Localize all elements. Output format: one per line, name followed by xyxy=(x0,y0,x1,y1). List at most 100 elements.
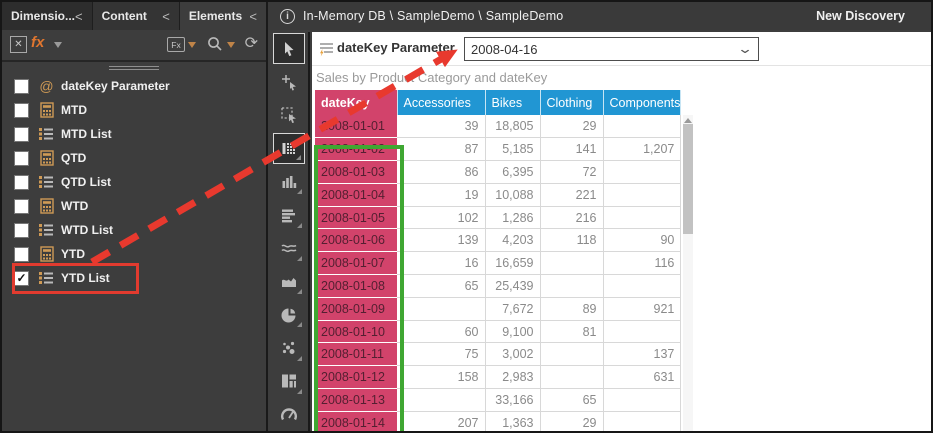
field-checkbox[interactable]: ✓ xyxy=(14,270,29,286)
datekey-cell: 2008-01-06 xyxy=(315,228,397,253)
value-cell: 16 xyxy=(397,251,486,276)
value-cell: 33,166 xyxy=(485,388,541,412)
treemap-tool-icon[interactable] xyxy=(273,365,305,397)
area-chart-tool-icon[interactable] xyxy=(273,266,305,298)
field-list-item[interactable]: MTD List xyxy=(2,122,266,146)
fx-icon[interactable]: fx xyxy=(31,34,45,51)
field-label: dateKey Parameter xyxy=(61,79,170,93)
column-header-clothing[interactable]: Clothing xyxy=(540,90,604,115)
value-cell xyxy=(540,274,604,298)
marquee-select-tool-icon[interactable] xyxy=(273,99,305,131)
tab-label: Content xyxy=(101,9,147,23)
fx-filter-icon[interactable]: Fx xyxy=(167,37,185,52)
gauge-tool-icon[interactable] xyxy=(273,399,305,431)
field-checkbox[interactable] xyxy=(14,174,29,190)
field-list-item[interactable]: QTD xyxy=(2,146,266,170)
field-checkbox[interactable] xyxy=(14,78,29,94)
content-divider xyxy=(312,65,931,66)
collapse-chevron-icon[interactable]: < xyxy=(162,8,170,24)
tab-dimensions[interactable]: Dimensio... < xyxy=(2,2,93,30)
parameter-combobox[interactable]: 2008-04-16 ⌄ xyxy=(464,37,759,61)
info-icon[interactable]: i xyxy=(280,8,295,24)
field-checkbox[interactable] xyxy=(14,102,29,118)
value-cell: 29 xyxy=(540,115,604,139)
grid-title: Sales by Product Category and dateKey xyxy=(316,70,548,85)
field-list-item[interactable]: MTD xyxy=(2,98,266,122)
clear-fields-icon[interactable]: ✕ xyxy=(10,36,27,53)
value-cell: 18,805 xyxy=(485,115,541,139)
field-label: MTD xyxy=(61,103,87,117)
column-header-components[interactable]: Components xyxy=(603,90,682,115)
top-bar: i In-Memory DB \ SampleDemo \ SampleDemo… xyxy=(268,2,931,30)
field-list-item[interactable]: WTD List xyxy=(2,218,266,242)
value-cell: 3,002 xyxy=(485,342,541,367)
search-icon[interactable] xyxy=(207,36,223,52)
column-chart-tool-icon[interactable] xyxy=(273,166,305,198)
scroll-up-icon[interactable] xyxy=(684,118,692,123)
field-list-item[interactable]: QTD List xyxy=(2,170,266,194)
value-cell: 65 xyxy=(540,388,604,412)
datekey-cell: 2008-01-07 xyxy=(315,251,397,276)
datekey-cell: 2008-01-13 xyxy=(315,388,397,412)
pointer-tool-icon[interactable] xyxy=(273,32,305,65)
collapse-chevron-icon[interactable]: < xyxy=(75,8,83,24)
report-canvas: dateKey Parameter 2008-04-16 ⌄ Sales by … xyxy=(312,32,931,431)
value-cell: 158 xyxy=(397,365,486,390)
add-pointer-tool-icon[interactable] xyxy=(273,66,305,98)
field-checkbox[interactable] xyxy=(14,222,29,238)
new-discovery-button[interactable]: New Discovery xyxy=(816,9,905,23)
value-cell: 102 xyxy=(397,206,486,230)
field-checkbox[interactable] xyxy=(14,246,29,262)
pie-chart-tool-icon[interactable] xyxy=(273,299,305,331)
fx-dropdown-caret-icon[interactable] xyxy=(54,42,62,48)
table-row: 2008-01-02 87 5,185 141 1,207 xyxy=(315,137,682,162)
parameter-label: dateKey Parameter xyxy=(337,40,455,55)
table-row: 2008-01-01 39 18,805 29 xyxy=(315,115,682,139)
datekey-cell: 2008-01-01 xyxy=(315,115,397,139)
value-cell: 221 xyxy=(540,183,604,207)
field-list-item[interactable]: WTD xyxy=(2,194,266,218)
table-row: 2008-01-10 60 9,100 81 xyxy=(315,320,682,344)
grid-vertical-scrollbar[interactable] xyxy=(683,115,693,431)
grid-tool-icon[interactable] xyxy=(273,132,305,165)
list-icon xyxy=(38,174,55,190)
field-list-item[interactable]: @ dateKey Parameter xyxy=(2,74,266,98)
tab-content[interactable]: Content < xyxy=(92,2,180,30)
column-header-accessories[interactable]: Accessories xyxy=(397,90,486,115)
field-label: WTD List xyxy=(61,223,113,237)
value-cell: 1,207 xyxy=(603,137,682,162)
tab-label: Elements xyxy=(188,9,243,23)
sidebar-toolbar: ✕ fx Fx ⟳ xyxy=(2,30,266,60)
field-checkbox[interactable] xyxy=(14,126,29,142)
field-list-item[interactable]: ✓ YTD List xyxy=(2,266,266,290)
line-chart-tool-icon[interactable] xyxy=(273,232,305,264)
tab-label: Dimensio... xyxy=(11,9,76,23)
value-cell xyxy=(603,274,682,298)
value-cell: 207 xyxy=(397,411,486,431)
field-list-item[interactable]: YTD xyxy=(2,242,266,266)
value-cell xyxy=(603,411,682,431)
datekey-cell: 2008-01-09 xyxy=(315,297,397,321)
field-checkbox[interactable] xyxy=(14,198,29,214)
value-cell xyxy=(603,115,682,139)
value-cell: 2,983 xyxy=(485,365,541,390)
bar-chart-tool-icon[interactable] xyxy=(273,199,305,231)
value-cell xyxy=(603,206,682,230)
value-cell: 10,088 xyxy=(485,183,541,207)
refresh-icon[interactable]: ⟳ xyxy=(244,35,258,52)
scatter-chart-tool-icon[interactable] xyxy=(273,332,305,364)
tab-elements[interactable]: Elements < xyxy=(179,2,267,30)
column-header-bikes[interactable]: Bikes xyxy=(485,90,541,115)
column-header-datekey[interactable]: dateKey xyxy=(315,90,398,115)
datekey-cell: 2008-01-08 xyxy=(315,274,397,298)
splitter-handle[interactable] xyxy=(2,60,266,73)
table-row: 2008-01-04 19 10,088 221 xyxy=(315,183,682,207)
value-cell xyxy=(603,160,682,184)
field-checkbox[interactable] xyxy=(14,150,29,166)
table-row: 2008-01-11 75 3,002 137 xyxy=(315,342,682,367)
filter-dropdown-caret-icon[interactable] xyxy=(188,42,196,48)
scrollbar-thumb[interactable] xyxy=(683,124,693,234)
search-dropdown-caret-icon[interactable] xyxy=(227,42,235,48)
value-cell: 19 xyxy=(397,183,486,207)
collapse-chevron-icon[interactable]: < xyxy=(249,8,258,24)
